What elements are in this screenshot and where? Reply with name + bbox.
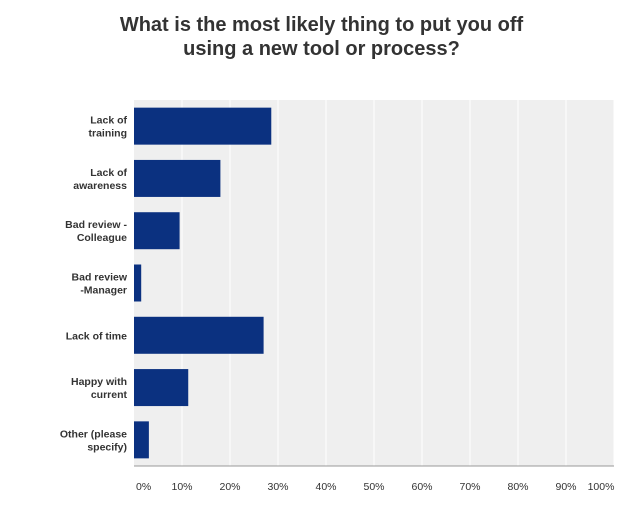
category-label: current — [91, 389, 128, 401]
category-label: Colleague — [77, 232, 127, 244]
bar — [134, 369, 189, 407]
bar — [134, 107, 272, 145]
category-label: Other (please — [60, 428, 127, 440]
x-tick-label: 100% — [588, 481, 615, 493]
x-tick-label: 30% — [267, 481, 288, 493]
category-label: training — [89, 128, 128, 140]
category-label: Lack of — [90, 167, 127, 179]
x-tick-label: 60% — [411, 481, 432, 493]
bar — [134, 212, 180, 250]
bar — [134, 316, 264, 354]
category-label: specify) — [87, 441, 127, 453]
category-label: Lack of — [90, 115, 127, 127]
category-label: Happy with — [71, 376, 127, 388]
category-label: Lack of time — [66, 330, 127, 342]
category-label: Bad review — [72, 272, 128, 284]
x-tick-label: 80% — [507, 481, 528, 493]
x-tick-label: 0% — [136, 481, 151, 493]
chart-title-line-1: What is the most likely thing to put you… — [119, 14, 524, 36]
bar — [134, 264, 142, 302]
bar — [134, 421, 149, 459]
category-label: awareness — [73, 180, 127, 192]
x-tick-label: 40% — [315, 481, 336, 493]
category-label: -Manager — [80, 285, 127, 297]
bar — [134, 159, 221, 197]
x-tick-label: 50% — [363, 481, 384, 493]
x-tick-label: 10% — [171, 481, 192, 493]
category-label: Bad review - — [65, 219, 127, 231]
x-tick-label: 20% — [219, 481, 240, 493]
x-tick-label: 90% — [555, 481, 576, 493]
x-tick-label: 70% — [459, 481, 480, 493]
chart-title-line-2: using a new tool or process? — [183, 38, 460, 60]
